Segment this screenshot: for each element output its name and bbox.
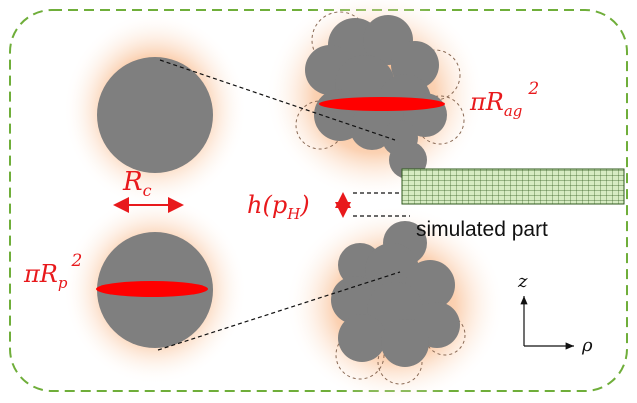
axis-z-label: z	[517, 271, 528, 292]
top-aggregate	[295, 11, 465, 179]
particle-area-label: πRp2	[23, 251, 82, 292]
bottom-aggregate	[331, 221, 466, 385]
aggregate-area-label: πRag2	[469, 79, 539, 120]
axis-rho-label: ρ	[581, 335, 593, 356]
simulated-part-grid	[401, 168, 625, 205]
single-particle	[97, 57, 213, 173]
gap-height-label: h(pH)	[247, 191, 310, 223]
simulated-part-label: simulated part	[416, 218, 548, 241]
coordinate-axes: z ρ	[517, 271, 593, 356]
particle-cross-section-disk	[96, 281, 208, 297]
projection-lines	[157, 59, 410, 351]
aggregate-cross-section-disk	[319, 97, 445, 111]
cluster-radius-label: Rc	[122, 167, 152, 200]
